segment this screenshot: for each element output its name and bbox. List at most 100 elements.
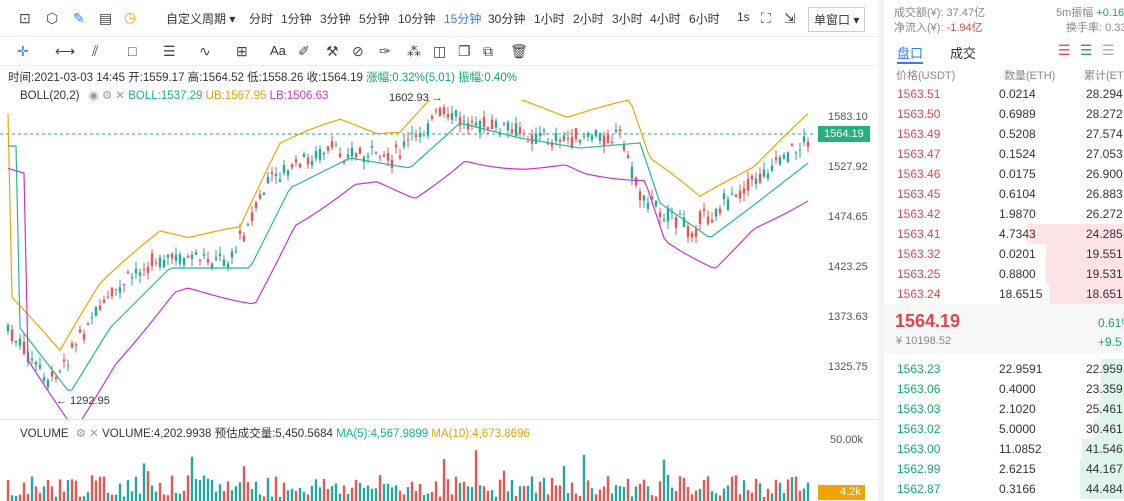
ask-row[interactable]: 1563.47 0.1524 27.053 bbox=[884, 144, 1124, 164]
eye-icon[interactable]: ◉ bbox=[88, 90, 99, 102]
ask-row[interactable]: 1563.46 0.0175 26.900 bbox=[884, 164, 1124, 184]
bid-row[interactable]: 1563.00 11.0852 41.546 bbox=[884, 439, 1124, 459]
period-tab[interactable]: 1分钟 bbox=[281, 12, 312, 26]
volume-bar bbox=[658, 481, 662, 501]
volume-axis-label: 50.00k bbox=[830, 434, 864, 446]
ask-row[interactable]: 1563.41 4.7343 24.285 bbox=[884, 224, 1124, 244]
candle-body bbox=[62, 359, 66, 362]
volume-bar bbox=[758, 483, 762, 501]
bid-row[interactable]: 1563.06 0.4000 23.359 bbox=[884, 379, 1124, 399]
depth-bar bbox=[1082, 439, 1124, 459]
candle-body bbox=[522, 133, 526, 135]
candle-body bbox=[146, 266, 150, 274]
volume-bar bbox=[350, 487, 354, 501]
text-tool-icon[interactable]: Aa bbox=[270, 43, 286, 58]
ask-row[interactable]: 1563.42 1.9870 26.272 bbox=[884, 204, 1124, 224]
chart-type-icon[interactable]: ⊡ bbox=[19, 10, 31, 26]
boll-upper-line bbox=[7, 100, 809, 352]
volume-bar bbox=[14, 495, 18, 501]
period-tab[interactable]: 15分钟 bbox=[444, 12, 482, 26]
candle-body bbox=[674, 217, 678, 229]
bid-row[interactable]: 1563.02 5.0000 30.461 bbox=[884, 419, 1124, 439]
period-tab[interactable]: 10分钟 bbox=[398, 12, 436, 26]
brush-icon[interactable]: ✐ bbox=[298, 43, 310, 59]
horizontal-line-icon[interactable]: ⟷ bbox=[55, 43, 76, 59]
window-select[interactable]: 单窗口 ▾ bbox=[808, 7, 866, 32]
magnet-icon[interactable]: ⊘ bbox=[352, 43, 364, 59]
candle-body bbox=[690, 233, 694, 238]
fullscreen-icon[interactable]: ⛶ bbox=[761, 10, 771, 26]
volume-bar bbox=[214, 492, 218, 501]
candle-body bbox=[582, 136, 586, 138]
candle-body bbox=[326, 146, 330, 151]
ask-row[interactable]: 1563.50 0.6989 28.272 bbox=[884, 104, 1124, 124]
ask-row[interactable]: 1563.51 0.0214 28.294 bbox=[884, 84, 1124, 104]
period-tab[interactable]: 30分钟 bbox=[488, 12, 526, 26]
volume-bar bbox=[486, 490, 490, 501]
candle-body bbox=[586, 133, 590, 137]
period-tab[interactable]: 1小时 bbox=[534, 12, 565, 26]
col-qty-header: 数量(ETH) bbox=[1004, 70, 1056, 82]
copy-icon[interactable]: ❐ bbox=[458, 43, 471, 59]
col-price-header: 价格(USDT) bbox=[896, 70, 956, 82]
eraser-icon[interactable]: ✑ bbox=[379, 43, 391, 59]
candle-body bbox=[610, 142, 614, 144]
clock-icon[interactable]: ◷ bbox=[124, 9, 137, 25]
period-tab[interactable]: 3分钟 bbox=[320, 12, 351, 26]
ask-row[interactable]: 1563.45 0.6104 26.883 bbox=[884, 184, 1124, 204]
view-asks-icon[interactable]: ☰ bbox=[1102, 42, 1115, 58]
volume-bar bbox=[70, 479, 74, 501]
bid-row[interactable]: 1563.23 22.9591 22.959 bbox=[884, 359, 1124, 379]
custom-period-dropdown[interactable]: 自定义周期 ▾ bbox=[166, 12, 236, 26]
panel-divider[interactable] bbox=[878, 0, 884, 501]
close-icon[interactable]: ✕ bbox=[115, 90, 126, 102]
depth-bar bbox=[1098, 399, 1124, 419]
draw-icon[interactable]: ✎ bbox=[73, 10, 85, 26]
candle-body bbox=[782, 154, 786, 159]
candle-body bbox=[734, 194, 738, 197]
parallel-lines-icon[interactable]: ☰ bbox=[163, 43, 176, 59]
volume-chart[interactable] bbox=[0, 440, 815, 501]
period-tab[interactable]: 6小时 bbox=[689, 12, 720, 26]
ask-row[interactable]: 1563.49 0.5208 27.574 bbox=[884, 124, 1124, 144]
trend-line-icon[interactable]: ⫽ bbox=[92, 43, 99, 59]
tab-order-book[interactable]: 盘口 bbox=[897, 46, 924, 61]
candle-body bbox=[174, 254, 178, 261]
candle-body bbox=[254, 202, 258, 208]
period-tab[interactable]: 5分钟 bbox=[359, 12, 390, 26]
lock-icon[interactable]: ⁂ bbox=[407, 43, 421, 59]
crosshair-icon[interactable]: ✛ bbox=[17, 43, 29, 59]
tab-trades[interactable]: 成交 bbox=[950, 46, 977, 61]
trash-icon[interactable]: 🗑 bbox=[510, 43, 528, 59]
view-both-icon[interactable]: ☰ bbox=[1058, 42, 1071, 58]
view-bids-icon[interactable]: ☰ bbox=[1080, 42, 1093, 58]
volume-bar bbox=[382, 484, 386, 501]
calendar-icon[interactable]: ▤ bbox=[99, 10, 113, 26]
ask-row[interactable]: 1563.32 0.0201 19.551 bbox=[884, 244, 1124, 264]
ruler-icon[interactable]: ⚒ bbox=[326, 43, 339, 59]
candle-body bbox=[450, 113, 454, 120]
settings-icon[interactable]: ⬡ bbox=[46, 10, 59, 26]
wave-icon[interactable]: ∿ bbox=[199, 43, 211, 59]
candle-body bbox=[338, 153, 342, 158]
gear-icon[interactable]: ⚙ bbox=[75, 428, 87, 440]
hide-icon[interactable]: ◫ bbox=[433, 43, 447, 59]
gear-icon[interactable]: ⚙ bbox=[101, 90, 113, 102]
close-icon[interactable]: ✕ bbox=[89, 428, 99, 440]
measure-icon[interactable]: ⊞ bbox=[236, 43, 248, 59]
restore-icon[interactable]: ⇲ bbox=[784, 10, 796, 26]
period-tab[interactable]: 2小时 bbox=[573, 12, 604, 26]
ask-row[interactable]: 1563.24 18.6515 18.651 bbox=[884, 284, 1124, 304]
period-tab[interactable]: 分时 bbox=[249, 12, 274, 26]
screenshot-icon[interactable]: ⧉ bbox=[483, 43, 493, 59]
ask-row[interactable]: 1563.25 0.8800 19.531 bbox=[884, 264, 1124, 284]
bid-row[interactable]: 1562.87 0.3166 44.484 bbox=[884, 479, 1124, 499]
period-tab[interactable]: 4小时 bbox=[650, 12, 681, 26]
candlestick-chart[interactable] bbox=[0, 100, 878, 420]
bid-row[interactable]: 1562.99 2.6215 44.167 bbox=[884, 459, 1124, 479]
rectangle-icon[interactable]: □ bbox=[128, 43, 137, 59]
volume-bar bbox=[510, 479, 514, 501]
period-tab[interactable]: 3小时 bbox=[612, 12, 643, 26]
seconds-toggle[interactable]: 1s bbox=[737, 10, 750, 24]
bid-row[interactable]: 1563.03 2.1020 25.461 bbox=[884, 399, 1124, 419]
